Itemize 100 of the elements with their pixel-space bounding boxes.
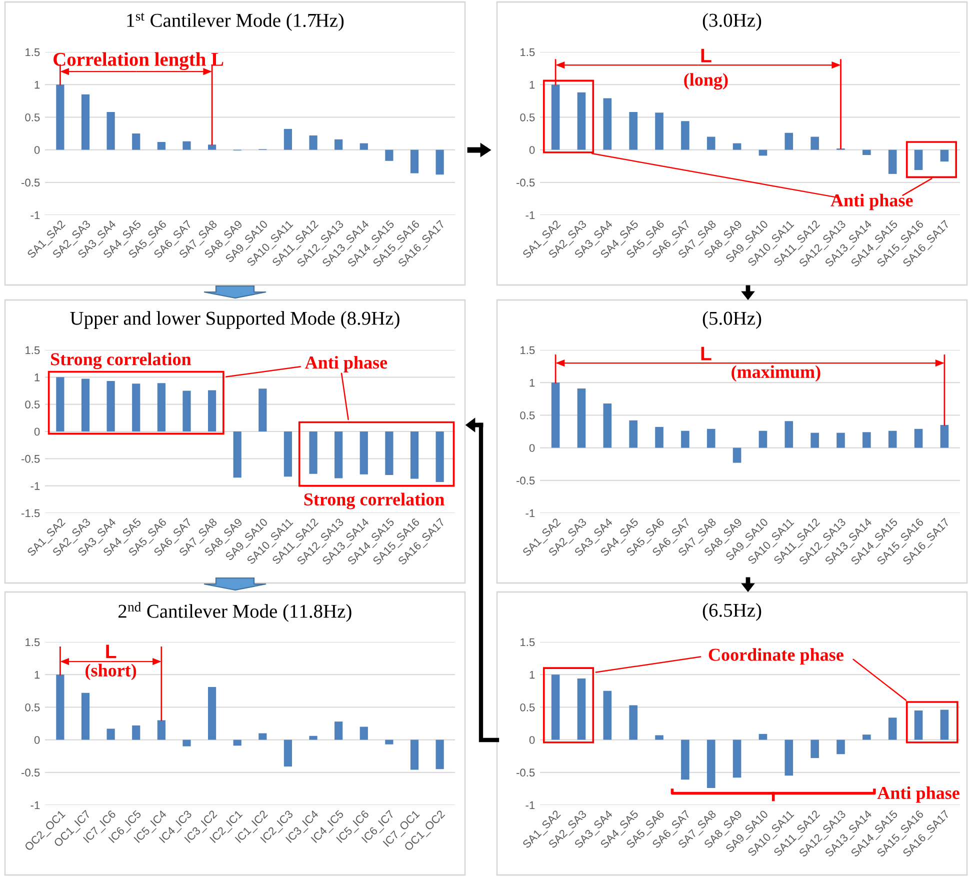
bar [940,424,949,448]
bar [106,728,115,740]
bar [706,136,716,150]
bar [309,135,318,150]
bar [385,740,394,744]
y-tick-label: -0.5 [516,476,535,485]
y-tick-label: 0 [34,428,40,436]
bar [629,420,638,448]
bar [888,718,897,740]
y-tick-label: -1.5 [21,509,40,518]
y-tick-label: 0 [34,736,40,744]
bar [758,150,768,156]
bar [284,128,292,150]
bar [603,690,612,740]
bar [334,432,343,478]
y-tick-label: 0 [529,736,535,744]
chart-title: (5.0Hz) [702,311,762,329]
bar [784,132,794,150]
bar [81,94,90,150]
annotation: Anti phase [877,786,960,803]
y-tick-label: 1 [34,374,40,382]
bar [233,432,242,478]
y-tick-label: -1 [30,482,40,490]
y-tick-label: 0.5 [25,113,40,122]
bar [784,740,794,776]
bar [436,150,444,175]
bar [334,139,343,150]
y-tick-label: 0.5 [520,703,535,712]
bar [732,448,742,463]
bar [836,740,845,754]
bar [309,432,318,474]
bar [940,150,949,162]
y-tick-label: 0.5 [520,113,535,122]
bar [233,740,242,746]
bar [810,740,819,758]
bar [810,136,819,150]
bar [551,84,560,150]
bar [655,426,664,448]
y-tick-label: 1 [34,670,40,679]
y-tick-label: 1.5 [26,48,40,56]
y-tick-label: -1 [526,211,535,220]
bar [360,143,368,150]
bar [410,432,419,479]
bar [940,710,949,740]
bar [862,734,871,740]
bar [56,84,64,150]
y-tick-label: 0.5 [25,703,40,712]
annotation: Anti phase [304,356,388,372]
y-tick-label: 1 [530,80,535,89]
bar [81,692,90,740]
annotation: L [106,644,116,658]
bar [629,705,638,740]
bar [360,726,368,740]
y-tick-label: 0.5 [520,411,535,420]
bar [603,403,612,448]
bar [182,141,191,150]
bar [410,150,419,174]
bar [157,383,166,432]
y-tick-label: 0.5 [25,400,40,408]
chart-title: (6.5Hz) [702,603,762,621]
bar [577,678,586,740]
chart-title: 1$^{st}$ Cantilever Mode (1.7Hz) [127,12,344,31]
bar [681,430,690,448]
annotation: (short) [86,664,136,680]
bar [81,378,90,432]
bar [56,377,64,432]
bar [681,121,690,150]
bar [681,740,690,780]
y-tick-label: 1.5 [26,346,40,354]
y-tick-label: 1.5 [520,638,535,646]
annotation: Anti phase [830,194,913,210]
bar [132,134,140,150]
bar [914,710,923,740]
bar [914,428,923,448]
annotation: Coordinate phase [708,648,844,665]
annotation: (maximum) [732,365,820,382]
y-tick-label: 0 [529,444,535,452]
chart-title: (3.0Hz) [702,13,762,31]
bar [836,432,845,448]
bar [208,144,216,150]
bar [758,430,768,448]
y-tick-label: -0.5 [21,178,40,187]
bar [334,722,343,740]
bar [577,92,586,150]
bar [284,740,292,767]
bar [258,733,267,740]
bar [132,384,140,432]
bar [784,421,794,448]
bar [732,143,742,150]
bar [157,142,166,150]
y-tick-label: -0.5 [516,768,535,777]
annotation: Strong correlation [51,352,192,370]
bar [758,734,768,740]
chart-title: 2$^{nd}$ Cantilever Mode (11.8Hz) [118,602,352,622]
y-tick-label: -1 [526,509,535,518]
bar [888,150,897,174]
bar [862,150,871,156]
y-tick-label: -1 [30,801,40,810]
bar [106,380,115,432]
bar [106,112,115,150]
